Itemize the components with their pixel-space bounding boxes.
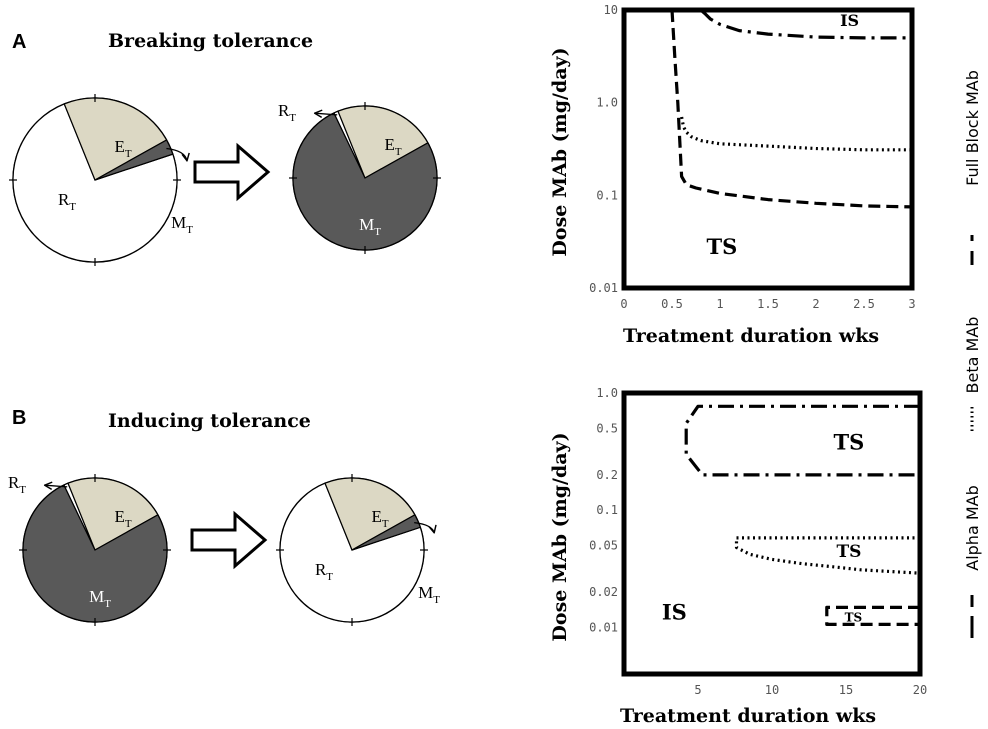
chart1-ylabel: Dose MAb (mg/day) [549, 47, 571, 256]
panel-a-title: Breaking tolerance [108, 30, 313, 52]
y-tick-label-2: 0.05 [589, 538, 618, 552]
pie-a-after: ET MT RT [278, 101, 441, 254]
pie-label-e: ET [114, 507, 131, 530]
x-tick-label-2: 1 [716, 297, 723, 311]
pie-arrow-m [166, 147, 187, 161]
region-label-ts-0: TS [834, 430, 865, 455]
pie-slice-m [292, 112, 438, 251]
y-tick-label-2: 1.0 [596, 96, 618, 110]
y-tick-label-1: 0.1 [596, 188, 618, 202]
y-tick-label-3: 10 [604, 3, 618, 17]
series-line-dotted [734, 536, 921, 575]
x-tick-label-2: 15 [839, 683, 853, 697]
pie-slice-e [337, 105, 429, 179]
plot-frame [621, 7, 915, 291]
chart1-xlabel: Treatment duration wks [623, 325, 879, 347]
y-tick-label-0: 0.01 [589, 620, 618, 634]
region-label-is-0: IS [840, 11, 859, 30]
x-tick-label-0: 5 [694, 683, 701, 697]
transition-arrow-b [190, 510, 268, 570]
pie-label-r: RT [58, 190, 76, 213]
pie-slice-r [279, 482, 425, 623]
y-tick-label-1: 0.02 [589, 585, 618, 599]
pie-label-m: MT [89, 587, 111, 610]
y-tick-label-5: 0.5 [596, 421, 618, 435]
chart-inducing-tolerance: Treatment duration wks Dose MAb (mg/day)… [549, 386, 927, 727]
panel-b-letter: B [12, 407, 26, 429]
x-tick-label-4: 2 [812, 297, 819, 311]
pie-arrow-m [414, 521, 434, 533]
series-line-dashed [825, 605, 920, 626]
pie-slice-m [22, 484, 168, 623]
x-tick-label-3: 20 [913, 683, 927, 697]
pie-label-m: MT [171, 213, 193, 236]
pie-label-r: RT [8, 473, 26, 496]
transition-arrow-a [193, 142, 271, 202]
pie-label-m: MT [418, 583, 440, 606]
legend: Full Block MAb Beta MAb Alpha MAb [963, 70, 982, 638]
pie-slice-r [12, 103, 178, 263]
series-line-dashdot [699, 8, 912, 40]
series-line-dotted [680, 116, 912, 152]
pie-label-r: RT [278, 101, 296, 124]
pie-label-e: ET [384, 135, 401, 158]
region-label-ts-1: TS [836, 542, 861, 562]
pie-label-r: RT [315, 560, 333, 583]
x-tick-label-0: 0 [620, 297, 627, 311]
pie-slice-e [324, 477, 416, 551]
pie-b-before: ET MT RT [8, 473, 171, 626]
plot-frame [621, 390, 923, 677]
x-tick-label-6: 3 [908, 297, 915, 311]
panel-a-letter: A [12, 31, 26, 53]
pie-arrow-r [315, 113, 338, 115]
y-tick-label-0: 0.01 [589, 281, 618, 295]
pie-label-m: MT [359, 215, 381, 238]
pie-slice-m [351, 514, 422, 551]
chart2-xlabel: Treatment duration wks [620, 705, 876, 727]
x-tick-label-5: 2.5 [853, 297, 875, 311]
chart-breaking-tolerance: Treatment duration wks Dose MAb (mg/day)… [549, 3, 916, 347]
x-tick-label-1: 0.5 [661, 297, 683, 311]
pie-slice-m [94, 139, 174, 181]
series-line-dashdot [684, 404, 920, 477]
region-label-ts-2: TS [845, 610, 863, 624]
panel-b-title: Inducing tolerance [108, 410, 311, 432]
y-tick-label-4: 0.2 [596, 468, 618, 482]
pie-arrow-r [45, 485, 68, 487]
pie-slice-e [67, 477, 159, 551]
pie-b-after: ET MT RT [276, 474, 440, 626]
legend-label-alpha: Alpha MAb [963, 485, 982, 570]
pie-a-before: ET MT RT [9, 94, 193, 266]
y-tick-label-6: 1.0 [596, 386, 618, 400]
pie-label-e: ET [371, 507, 388, 530]
region-label-is-3: IS [662, 599, 687, 624]
region-label-ts-1: TS [707, 234, 738, 259]
x-tick-label-1: 10 [765, 683, 779, 697]
y-tick-label-3: 0.1 [596, 503, 618, 517]
legend-label-full-block: Full Block MAb [963, 70, 982, 186]
series-line-dashed [670, 9, 913, 209]
pie-slice-e [63, 97, 168, 181]
legend-label-beta: Beta MAb [963, 317, 982, 394]
x-tick-label-3: 1.5 [757, 297, 779, 311]
chart2-ylabel: Dose MAb (mg/day) [549, 432, 571, 641]
pie-label-e: ET [114, 137, 131, 160]
